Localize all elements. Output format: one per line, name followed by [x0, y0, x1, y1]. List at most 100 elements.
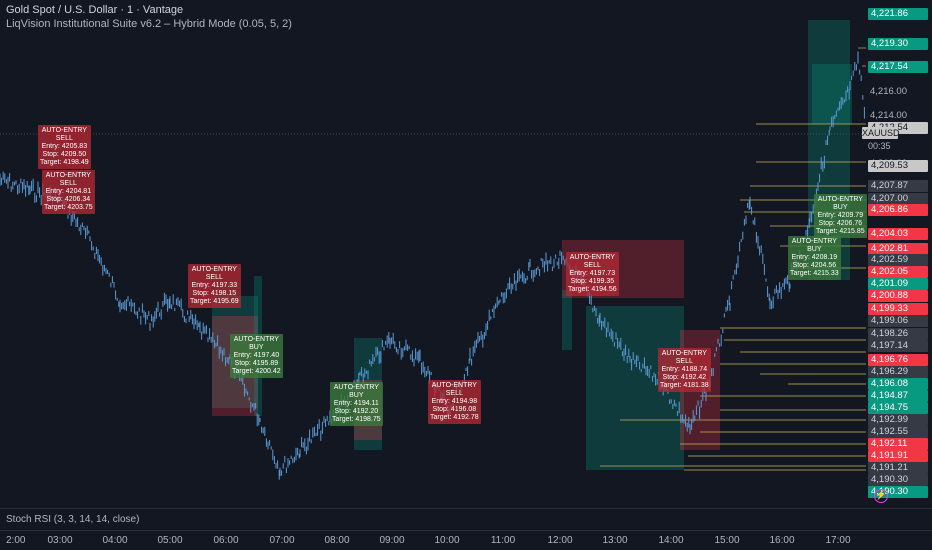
time-tick-label: 09:00: [379, 535, 405, 546]
signal-title: AUTO-ENTRY: [791, 238, 837, 245]
signal-entry: Entry: 4197.40: [233, 352, 280, 359]
sell-signal-box[interactable]: AUTO-ENTRY SELL Entry: 4197.73 Stop: 4199.3…: [566, 252, 619, 296]
price-tag: 4,192.55: [868, 426, 928, 438]
indicator-legend[interactable]: LiqVision Institutional Suite v6.2 – Hyb…: [6, 18, 292, 30]
signal-entry: Entry: 4205.83: [41, 143, 88, 150]
price-tag: 4,194.75: [868, 402, 928, 414]
signal-target: Target: 4203.75: [44, 204, 93, 211]
price-tag: 4,199.33: [868, 303, 928, 315]
signal-target: Target: 4198.75: [332, 416, 381, 423]
price-tag: 4,202.81: [868, 243, 928, 255]
time-tick-label: 15:00: [714, 535, 740, 546]
target-zone: [562, 290, 572, 350]
time-tick-label: 06:00: [213, 535, 239, 546]
price-tag: 4,194.87: [868, 390, 928, 402]
price-tag: 4,209.53: [868, 160, 928, 172]
price-tag: 4,191.21: [868, 462, 928, 474]
price-tag: 4,201.09: [868, 278, 928, 290]
time-tick-label: 14:00: [658, 535, 684, 546]
signal-stop: Stop: 4192.42: [662, 374, 707, 381]
signal-stop: Stop: 4209.50: [42, 151, 87, 158]
signal-entry: Entry: 4209.79: [817, 212, 864, 219]
price-tag: 4,217.54: [868, 61, 928, 73]
lightning-icon[interactable]: ⚡: [874, 489, 888, 503]
signal-title: AUTO-ENTRY: [41, 127, 87, 134]
signal-target: Target: 4192.78: [430, 414, 479, 421]
price-grid-label: 4,214.00: [870, 110, 907, 121]
signal-side: BUY: [807, 246, 822, 253]
signal-target: Target: 4200.42: [232, 368, 281, 375]
price-tag: 4,192.11: [868, 438, 928, 450]
stoch-rsi-pane[interactable]: Stoch RSI (3, 3, 14, 14, close): [0, 508, 932, 530]
signal-entry: Entry: 4194.98: [431, 398, 478, 405]
signal-entry: Entry: 4197.33: [191, 282, 238, 289]
signal-stop: Stop: 4199.35: [570, 278, 615, 285]
signal-title: AUTO-ENTRY: [233, 336, 279, 343]
price-plot[interactable]: [0, 0, 866, 508]
signal-title: AUTO-ENTRY: [569, 254, 615, 261]
signal-target: Target: 4215.85: [816, 228, 865, 235]
price-tag: 4,207.87: [868, 180, 928, 192]
signal-side: SELL: [59, 180, 77, 187]
signal-entry: Entry: 4188.74: [661, 366, 708, 373]
signal-title: AUTO-ENTRY: [45, 172, 91, 179]
stoch-rsi-label[interactable]: Stoch RSI (3, 3, 14, 14, close): [6, 514, 140, 525]
signal-title: AUTO-ENTRY: [661, 350, 707, 357]
sell-signal-box[interactable]: AUTO-ENTRY SELL Entry: 4204.81 Stop: 4206.3…: [42, 170, 95, 214]
price-tag: 4,207.00: [868, 193, 928, 205]
price-tag: 4,192.99: [868, 414, 928, 426]
sell-signal-box[interactable]: AUTO-ENTRY SELL Entry: 4188.74 Stop: 4192.4…: [658, 348, 711, 392]
price-tag: 4,196.29: [868, 366, 928, 378]
time-tick-label: 16:00: [769, 535, 795, 546]
price-tag: 4,196.08: [868, 378, 928, 390]
price-tag: 4,191.91: [868, 450, 928, 462]
signal-title: AUTO-ENTRY: [431, 382, 477, 389]
signal-target: Target: 4181.38: [660, 382, 709, 389]
signal-title: AUTO-ENTRY: [333, 384, 379, 391]
signal-stop: Stop: 4195.89: [234, 360, 279, 367]
buy-signal-box[interactable]: AUTO-ENTRY BUY Entry: 4209.79 Stop: 4206.76…: [814, 194, 867, 238]
signal-side: SELL: [675, 358, 693, 365]
buy-signal-box[interactable]: AUTO-ENTRY BUY Entry: 4197.40 Stop: 4195.89…: [230, 334, 283, 378]
time-tick-label: 03:00: [47, 535, 73, 546]
price-axis[interactable]: 4,220.004,218.004,216.004,214.004,210.00…: [866, 0, 932, 508]
signal-target: Target: 4195.69: [190, 298, 239, 305]
signal-side: BUY: [249, 344, 264, 351]
time-tick-label: 12:00: [547, 535, 573, 546]
time-tick-label: 13:00: [602, 535, 628, 546]
signal-side: SELL: [445, 390, 463, 397]
price-tag: 4,198.26: [868, 328, 928, 340]
symbol-title[interactable]: Gold Spot / U.S. Dollar · 1 · Vantage: [6, 4, 184, 16]
signal-stop: Stop: 4206.34: [46, 196, 91, 203]
price-tag: 4,202.05: [868, 266, 928, 278]
price-tag: 4,196.76: [868, 354, 928, 366]
signal-stop: Stop: 4198.15: [192, 290, 237, 297]
time-tick-label: 05:00: [157, 535, 183, 546]
time-tick-label: 11:00: [490, 535, 516, 546]
symbol-badge: XAUUSD: [862, 127, 900, 139]
signal-entry: Entry: 4208.19: [791, 254, 838, 261]
signal-target: Target: 4215.33: [790, 270, 839, 277]
signal-side: SELL: [205, 274, 223, 281]
time-tick-label: 17:00: [825, 535, 851, 546]
sell-signal-box[interactable]: AUTO-ENTRY SELL Entry: 4197.33 Stop: 4198.1…: [188, 264, 241, 308]
sell-signal-box[interactable]: AUTO-ENTRY SELL Entry: 4205.83 Stop: 4209.5…: [38, 125, 91, 169]
price-tag: 4,219.30: [868, 38, 928, 50]
time-tick-label: 08:00: [324, 535, 350, 546]
signal-stop: Stop: 4206.76: [818, 220, 863, 227]
signal-title: AUTO-ENTRY: [817, 196, 863, 203]
time-tick-label: 07:00: [269, 535, 295, 546]
time-tick-label: 04:00: [102, 535, 128, 546]
price-tag: 4,204.03: [868, 228, 928, 240]
buy-signal-box[interactable]: AUTO-ENTRY BUY Entry: 4208.19 Stop: 4204.56…: [788, 236, 841, 280]
signal-stop: Stop: 4192.20: [334, 408, 379, 415]
time-tick-label: 2:00: [6, 535, 26, 546]
signal-entry: Entry: 4197.73: [569, 270, 616, 277]
signal-side: SELL: [583, 262, 601, 269]
buy-signal-box[interactable]: AUTO-ENTRY BUY Entry: 4194.11 Stop: 4192.20…: [330, 382, 383, 426]
signal-stop: Stop: 4204.56: [792, 262, 837, 269]
sell-signal-box[interactable]: AUTO-ENTRY SELL Entry: 4194.98 Stop: 4196.0…: [428, 380, 481, 424]
time-axis[interactable]: 2:00 03:00 04:00 05:00 06:00 07:00 08:00 09:00 1…: [0, 530, 932, 550]
price-tag: 4,206.86: [868, 204, 928, 216]
